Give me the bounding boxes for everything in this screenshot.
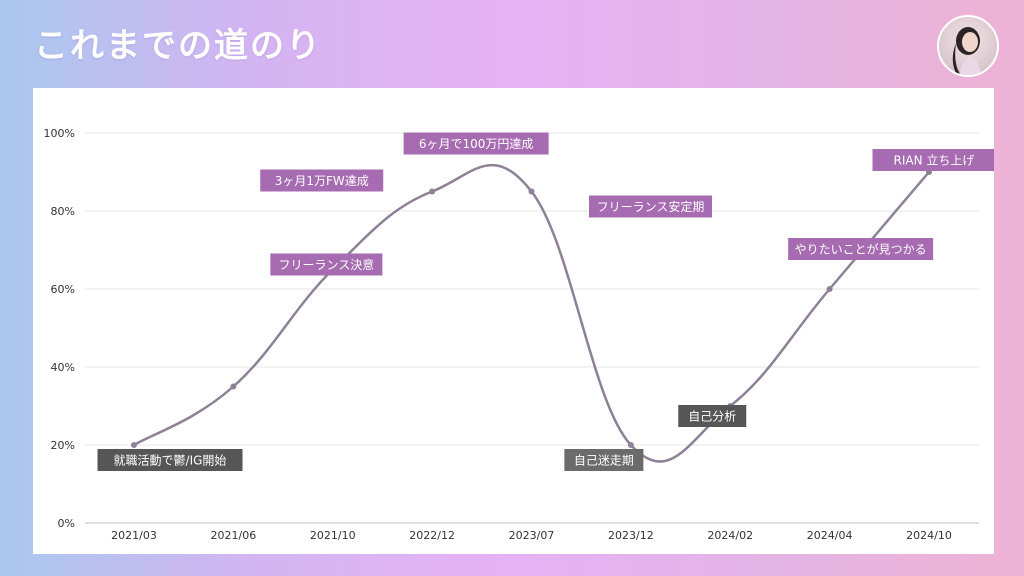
annotation-label: 自己迷走期 xyxy=(574,454,634,468)
y-tick-label: 20% xyxy=(51,439,75,452)
x-tick-label: 2024/02 xyxy=(707,529,753,542)
x-tick-label: 2024/04 xyxy=(807,529,853,542)
annotation-label: フリーランス安定期 xyxy=(597,199,705,214)
annotation-label: 就職活動で鬱/IG開始 xyxy=(114,454,227,468)
avatar-portrait-icon xyxy=(952,27,981,75)
x-tick-label: 2022/12 xyxy=(409,529,455,542)
annotation-label: RIAN 立ち上げ xyxy=(894,153,975,168)
annotation-label: 3ヶ月1万FW達成 xyxy=(275,174,369,188)
data-point[interactable] xyxy=(131,442,137,448)
y-tick-label: 40% xyxy=(51,361,75,374)
data-point[interactable] xyxy=(528,188,535,195)
annotation-label: 6ヶ月で100万円達成 xyxy=(419,137,534,151)
x-tick-label: 2023/12 xyxy=(608,529,654,542)
page-title: これまでの道のり xyxy=(34,26,322,66)
line-chart: 0% 20% 40% 60% 80% 100% 2021/03 2021/06 2021/10 2… xyxy=(44,127,994,542)
data-point[interactable] xyxy=(230,383,237,390)
y-tick-label: 60% xyxy=(51,283,75,296)
y-tick-label: 80% xyxy=(51,205,75,218)
data-point[interactable] xyxy=(826,286,833,292)
annotation-label-box xyxy=(403,132,549,155)
y-tick-label: 0% xyxy=(58,517,75,530)
data-point[interactable] xyxy=(429,188,436,195)
profile-avatar[interactable] xyxy=(937,15,999,77)
series-line xyxy=(133,163,930,463)
x-tick-label: 2024/10 xyxy=(906,529,952,542)
annotation-label-box xyxy=(678,405,747,427)
annotation-label: 自己分析 xyxy=(688,410,736,424)
annotation-label-box xyxy=(97,449,243,471)
annotation-label-box xyxy=(872,149,994,171)
x-tick-label: 2021/06 xyxy=(211,529,257,542)
annotation-label: やりたいことが見つかる xyxy=(795,242,927,257)
annotation-label-box xyxy=(564,449,644,471)
annotation-label-box xyxy=(270,253,383,276)
annotation-label: フリーランス決意 xyxy=(278,257,374,272)
annotation-label-box xyxy=(788,238,934,260)
x-tick-label: 2021/10 xyxy=(310,529,356,542)
x-tick-label: 2023/07 xyxy=(509,529,555,542)
annotation-label-box xyxy=(589,195,712,218)
x-tick-label: 2021/03 xyxy=(111,529,157,542)
data-point[interactable] xyxy=(627,442,634,448)
y-tick-label: 100% xyxy=(44,127,75,140)
chart-panel: 0% 20% 40% 60% 80% 100% 2021/03 2021/06 2021/10 2… xyxy=(33,88,994,554)
annotation-label-box xyxy=(260,169,384,192)
